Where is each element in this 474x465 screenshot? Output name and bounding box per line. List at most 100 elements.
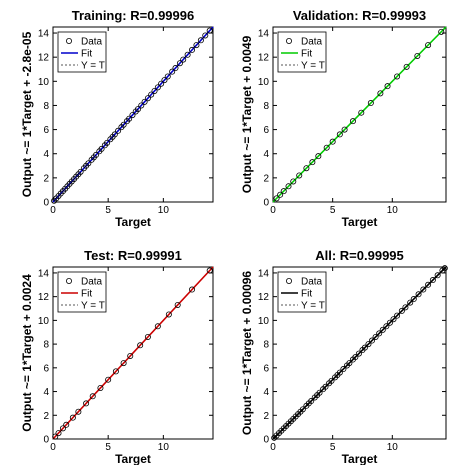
y-tick-label: 8 xyxy=(43,340,49,351)
x-axis-label: Target xyxy=(342,452,378,465)
legend-marker-data xyxy=(285,277,292,284)
data-point xyxy=(89,393,96,400)
y-tick-label: 2 xyxy=(263,411,269,422)
data-point xyxy=(55,430,62,437)
data-point xyxy=(69,414,76,421)
data-point xyxy=(384,83,391,90)
data-point xyxy=(377,90,384,97)
chart-panel-1: Training: R=0.99996 Target Output ~= 1*Tar… xyxy=(20,8,214,229)
x-axis-label: Target xyxy=(115,215,151,229)
x-tick-label: 10 xyxy=(387,442,399,453)
data-point xyxy=(104,139,111,146)
data-point xyxy=(83,400,90,407)
data-point xyxy=(129,112,136,119)
y-tick-label: 14 xyxy=(38,268,50,279)
data-point xyxy=(358,109,365,116)
data-point xyxy=(394,73,401,80)
data-point xyxy=(303,165,310,172)
legend-label: Data xyxy=(81,37,103,48)
legend-marker-data xyxy=(66,38,73,45)
y-tick-label: 8 xyxy=(263,340,269,351)
data-point xyxy=(105,376,112,383)
data-point xyxy=(85,160,92,167)
data-point xyxy=(367,100,374,107)
data-point xyxy=(402,304,409,311)
data-point xyxy=(308,398,315,405)
data-point xyxy=(137,342,144,349)
data-point xyxy=(299,406,306,413)
data-point xyxy=(407,299,414,306)
data-point xyxy=(434,272,441,279)
data-point xyxy=(120,360,127,367)
x-tick-label: 5 xyxy=(105,205,111,216)
data-point xyxy=(277,191,284,198)
data-point xyxy=(141,98,148,105)
data-point xyxy=(174,301,181,308)
data-point xyxy=(75,408,82,415)
data-point xyxy=(127,352,134,359)
x-tick-label: 0 xyxy=(50,205,56,216)
data-point xyxy=(98,145,105,152)
legend-label: Y = T xyxy=(301,61,325,72)
data-point xyxy=(429,277,436,284)
data-point xyxy=(161,77,168,84)
data-point xyxy=(273,195,280,202)
x-tick-label: 5 xyxy=(330,205,336,216)
y-tick-label: 4 xyxy=(263,149,269,160)
data-point xyxy=(349,118,356,125)
data-point xyxy=(403,63,410,70)
data-point xyxy=(158,80,165,87)
data-point xyxy=(93,151,100,158)
y-tick-label: 14 xyxy=(38,29,50,40)
data-point xyxy=(394,312,401,319)
data-point xyxy=(202,32,209,39)
data-point xyxy=(415,291,422,298)
data-point xyxy=(97,384,104,391)
y-tick-label: 6 xyxy=(43,363,49,374)
y-tick-label: 0 xyxy=(263,435,269,446)
data-point xyxy=(52,433,59,440)
y-tick-label: 12 xyxy=(258,292,270,303)
chart-title: Validation: R=0.99993 xyxy=(293,8,426,23)
legend-label: Data xyxy=(301,37,323,48)
data-point xyxy=(290,178,297,185)
data-point xyxy=(180,56,187,63)
y-tick-label: 8 xyxy=(263,101,269,112)
data-point xyxy=(164,73,171,80)
data-point xyxy=(206,27,213,34)
y-tick-label: 4 xyxy=(43,149,49,160)
data-point xyxy=(340,366,347,373)
chart-panel-3: Test: R=0.99991 Target Output ~= 1*Target … xyxy=(20,248,214,465)
data-point xyxy=(151,87,158,94)
y-tick-label: 10 xyxy=(38,316,50,327)
data-point xyxy=(280,188,287,195)
y-tick-label: 12 xyxy=(38,292,50,303)
data-point xyxy=(425,42,432,49)
data-point xyxy=(206,267,213,274)
y-tick-label: 0 xyxy=(263,198,269,209)
data-point xyxy=(420,286,427,293)
data-point xyxy=(323,144,330,151)
data-point xyxy=(77,168,84,175)
data-point xyxy=(372,333,379,340)
y-tick-label: 6 xyxy=(263,125,269,136)
legend-marker-data xyxy=(66,277,73,284)
data-point xyxy=(369,337,376,344)
y-tick-label: 0 xyxy=(43,435,49,446)
y-tick-label: 4 xyxy=(43,387,49,398)
data-point xyxy=(112,368,119,375)
data-point xyxy=(111,131,118,138)
legend-label: Y = T xyxy=(81,301,105,312)
data-point xyxy=(329,138,336,145)
y-axis-label: Output ~= 1*Target + 0.00096 xyxy=(240,271,254,436)
data-point xyxy=(126,115,133,122)
chart-panel-4: All: R=0.99995 Target Output ~= 1*Target +… xyxy=(240,248,448,465)
data-point xyxy=(379,326,386,333)
data-point xyxy=(309,159,316,166)
data-point xyxy=(172,65,179,72)
x-tick-label: 10 xyxy=(387,205,399,216)
legend-label: Data xyxy=(81,277,103,288)
x-tick-label: 5 xyxy=(105,442,111,453)
y-tick-label: 2 xyxy=(263,173,269,184)
data-point xyxy=(328,377,335,384)
